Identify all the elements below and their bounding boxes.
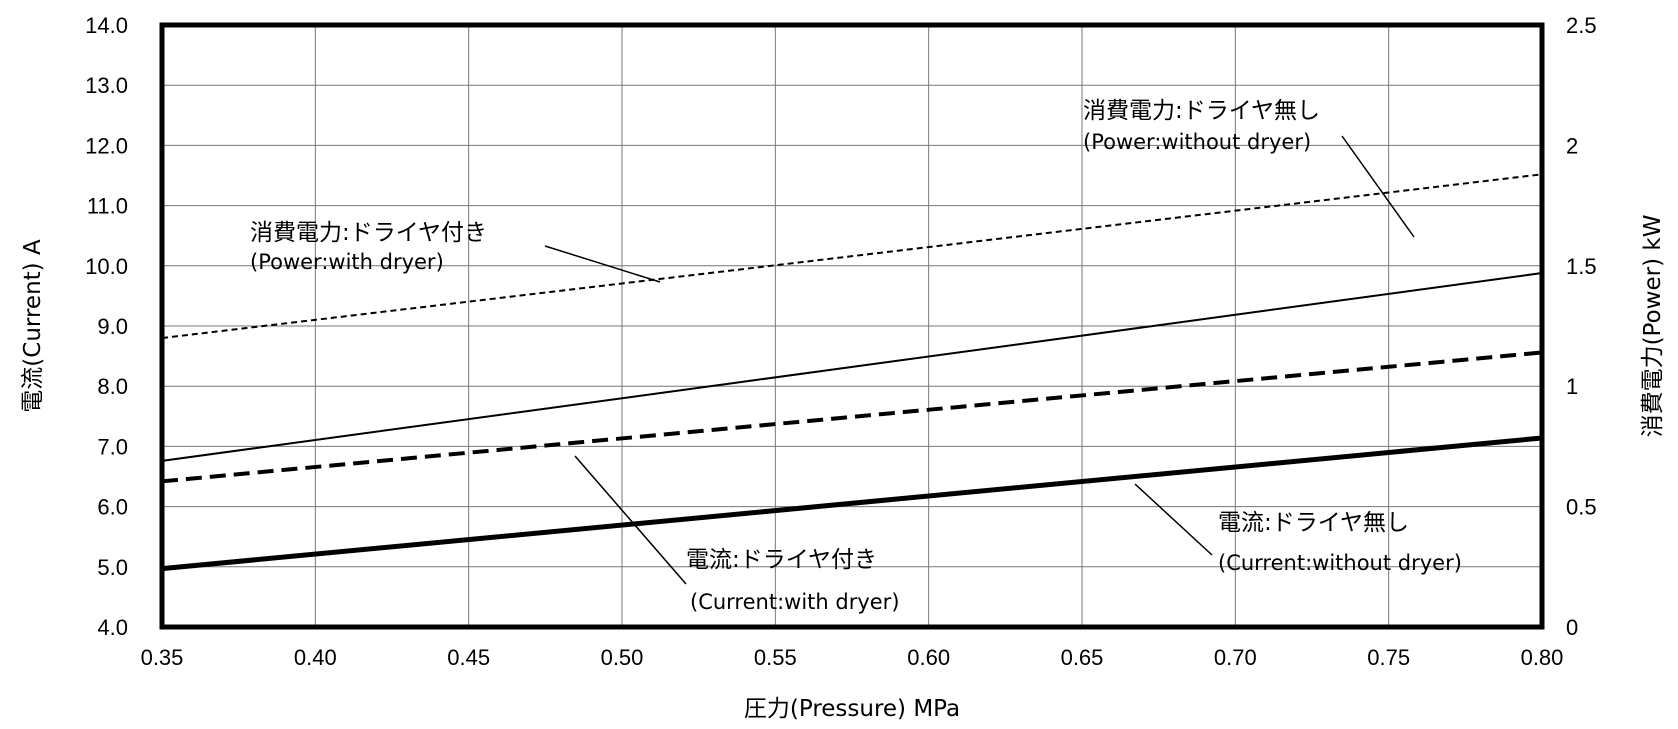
y-left-axis-title: 電流(Current) A bbox=[20, 239, 46, 413]
y-left-tick-label: 7.0 bbox=[97, 434, 128, 459]
y-left-tick-label: 12.0 bbox=[85, 133, 128, 158]
x-tick-label: 0.35 bbox=[141, 645, 184, 670]
series-label-en: (Power:without dryer) bbox=[1083, 130, 1311, 154]
y-right-tick-label: 0.5 bbox=[1566, 495, 1597, 520]
x-tick-label: 0.65 bbox=[1061, 645, 1104, 670]
x-tick-label: 0.80 bbox=[1521, 645, 1564, 670]
y-right-tick-label: 2 bbox=[1566, 133, 1578, 158]
series-label: 消費電力:ドライヤ付き bbox=[250, 220, 487, 246]
series-label-en: (Current:with dryer) bbox=[690, 590, 900, 614]
y-left-tick-label: 9.0 bbox=[97, 314, 128, 339]
y-left-tick-label: 4.0 bbox=[97, 615, 128, 640]
y-left-tick-label: 8.0 bbox=[97, 374, 128, 399]
series-label: 電流:ドライヤ無し bbox=[1218, 510, 1409, 536]
series-label: 電流:ドライヤ付き bbox=[686, 547, 877, 573]
x-tick-label: 0.75 bbox=[1367, 645, 1410, 670]
y-right-tick-label: 1 bbox=[1566, 374, 1578, 399]
y-left-tick-label: 14.0 bbox=[85, 13, 128, 38]
annotation-leader-line bbox=[1341, 135, 1415, 238]
x-tick-label: 0.40 bbox=[294, 645, 337, 670]
y-right-tick-label: 2.5 bbox=[1566, 13, 1597, 38]
y-left-tick-label: 10.0 bbox=[85, 254, 128, 279]
y-right-tick-label: 1.5 bbox=[1566, 254, 1597, 279]
plot-frame bbox=[159, 22, 1545, 630]
x-tick-label: 0.45 bbox=[447, 645, 490, 670]
y-right-axis-title: 消費電力(Power) kW bbox=[1640, 215, 1666, 438]
y-left-tick-label: 6.0 bbox=[97, 495, 128, 520]
series-line-3 bbox=[161, 350, 1543, 484]
x-tick-label: 0.70 bbox=[1214, 645, 1257, 670]
annotation-leader-line bbox=[544, 245, 661, 283]
annotation-leader-line bbox=[1134, 483, 1213, 556]
annotation-leader-line bbox=[574, 455, 687, 585]
series-line-4 bbox=[161, 435, 1543, 572]
series-line-1 bbox=[161, 173, 1543, 340]
x-tick-label: 0.55 bbox=[754, 645, 797, 670]
x-tick-label: 0.60 bbox=[907, 645, 950, 670]
series-label-en: (Current:without dryer) bbox=[1218, 551, 1462, 575]
y-right-tick-label: 0 bbox=[1566, 615, 1578, 640]
series-line-2 bbox=[161, 272, 1543, 462]
x-tick-label: 0.50 bbox=[601, 645, 644, 670]
x-axis-title: 圧力(Pressure) MPa bbox=[744, 696, 960, 722]
series-label: 消費電力:ドライヤ無し bbox=[1083, 98, 1320, 124]
y-left-tick-label: 13.0 bbox=[85, 73, 128, 98]
y-left-tick-label: 5.0 bbox=[97, 555, 128, 580]
series-label-en: (Power:with dryer) bbox=[250, 250, 444, 274]
y-left-tick-label: 11.0 bbox=[87, 194, 128, 219]
